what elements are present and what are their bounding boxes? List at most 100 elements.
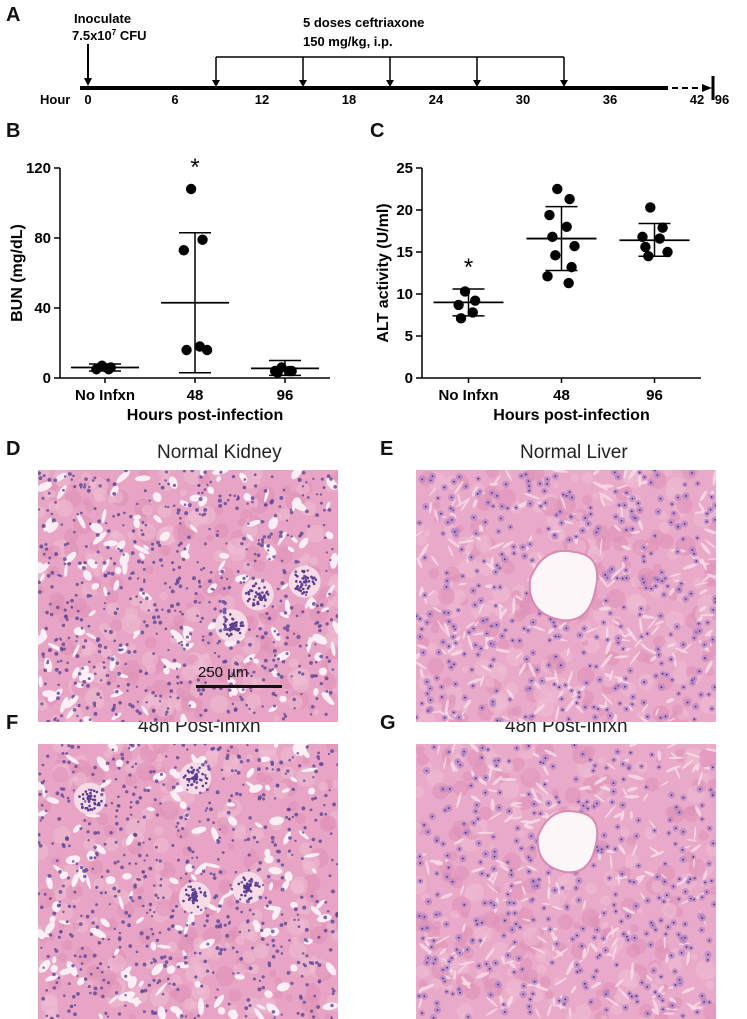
cell-nucleus [107, 656, 111, 660]
cell-nucleus [309, 661, 313, 665]
glomerulus-nucleus [237, 882, 241, 886]
sinusoid [500, 777, 517, 782]
tissue-texture [459, 558, 480, 578]
cell-nucleus [165, 1009, 168, 1012]
data-point [201, 344, 213, 356]
nucleolus [507, 954, 509, 957]
cell-nucleus [42, 552, 46, 556]
cell-nucleus [63, 608, 67, 612]
cell-nucleus [309, 713, 313, 716]
cell-nucleus [216, 838, 220, 842]
sinusoid [609, 854, 613, 870]
cell-nucleus [154, 694, 157, 698]
nucleolus [560, 521, 563, 524]
cell-nucleus [129, 805, 133, 809]
cell-nucleus [288, 939, 291, 942]
cell-nucleus [296, 635, 301, 639]
nucleolus [528, 489, 531, 492]
tubule-lumen [217, 1006, 226, 1015]
tissue-texture [502, 852, 521, 872]
cell-nucleus [106, 681, 111, 686]
cell-nucleus [262, 797, 266, 801]
cell-nucleus [156, 615, 161, 619]
cell-nucleus [52, 911, 57, 916]
glomerulus-nucleus [230, 627, 234, 631]
nucleolus [478, 964, 480, 967]
glomerulus-nucleus [296, 575, 299, 578]
nucleolus [558, 999, 561, 1002]
cell-nucleus [256, 553, 261, 558]
cell-nucleus [246, 671, 250, 675]
tubule-lumen [243, 493, 252, 502]
cell-nucleus [218, 599, 222, 603]
tissue-texture [703, 1003, 716, 1019]
tissue-texture [432, 920, 442, 930]
tubule-lumen [101, 508, 107, 524]
sinusoid [490, 556, 494, 569]
cell-nucleus [137, 878, 141, 882]
cell-nucleus [328, 592, 331, 596]
tubule-lumen [103, 540, 118, 547]
nucleolus [586, 800, 588, 803]
sinusoid [590, 981, 602, 989]
tubule-lumen [279, 612, 290, 619]
cell-nucleus [173, 609, 177, 612]
cell-nucleus [305, 954, 309, 958]
nucleolus [481, 872, 483, 875]
tubule-lumen [46, 876, 53, 890]
tubule-lumen [64, 564, 68, 578]
sinusoid [477, 831, 495, 834]
nucleolus [649, 943, 652, 946]
glomerulus-nucleus [231, 625, 234, 628]
tubule-lumen [313, 687, 319, 696]
tubule-lumen [206, 903, 218, 911]
cell-nucleus [144, 689, 148, 693]
nucleolus [595, 531, 598, 534]
data-point [544, 209, 555, 221]
cell-nucleus [283, 712, 286, 716]
cell-nucleus [38, 832, 41, 837]
cell-nucleus [65, 752, 68, 755]
glomerulus-nucleus [254, 582, 258, 585]
cell-nucleus [309, 808, 313, 812]
cell-nucleus [317, 751, 320, 755]
tissue-texture [606, 589, 626, 609]
nucleolus [434, 958, 437, 961]
sinusoid [491, 870, 498, 885]
cell-nucleus [75, 640, 78, 643]
cell-nucleus [280, 1013, 283, 1016]
glomerulus-nucleus [191, 891, 195, 895]
cell-nucleus [183, 955, 188, 960]
cell-nucleus [201, 491, 204, 495]
cell-nucleus [77, 672, 82, 676]
cell-nucleus [279, 674, 284, 679]
cell-nucleus [246, 563, 250, 566]
tissue-texture [330, 595, 338, 608]
nucleolus [555, 796, 558, 799]
nucleolus [617, 637, 620, 640]
nucleolus [485, 632, 488, 635]
sinusoid [444, 698, 449, 715]
sinusoid [470, 795, 481, 803]
tubule-lumen [88, 610, 96, 617]
cell-nucleus [280, 863, 284, 867]
cell-nucleus [280, 952, 284, 955]
cell-nucleus [271, 840, 275, 844]
glomerulus-nucleus [294, 573, 297, 577]
cell-nucleus [261, 883, 265, 887]
tissue-texture [249, 964, 260, 975]
cell-nucleus [66, 542, 70, 546]
cell-nucleus [97, 519, 102, 524]
cell-nucleus [315, 961, 319, 965]
tissue-texture [548, 889, 567, 908]
x-axis-label: Hours post-infection [493, 407, 649, 424]
sinusoid [489, 542, 505, 550]
cell-nucleus [148, 908, 152, 912]
sinusoid [479, 675, 484, 687]
nucleolus [664, 715, 667, 718]
nucleolus [589, 758, 592, 761]
tissue-texture [288, 941, 307, 960]
nucleolus [643, 560, 645, 563]
nucleolus [494, 604, 497, 607]
nucleolus [596, 849, 599, 852]
